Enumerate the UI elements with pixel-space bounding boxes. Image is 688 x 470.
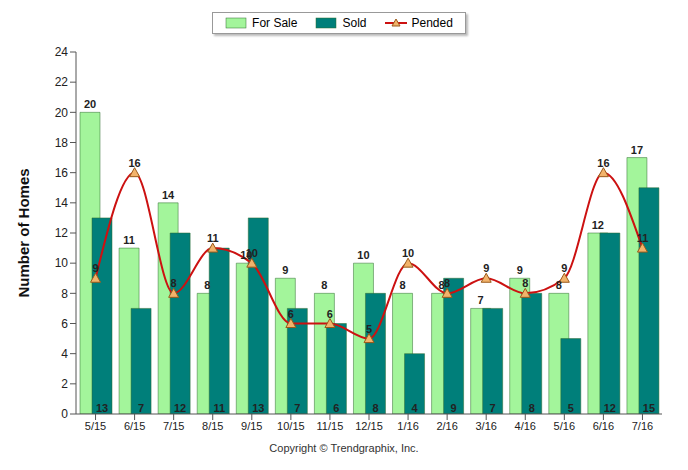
- svg-text:11: 11: [213, 402, 225, 414]
- svg-text:9: 9: [282, 264, 288, 276]
- svg-text:5: 5: [366, 323, 372, 335]
- svg-text:7: 7: [490, 402, 496, 414]
- svg-text:8: 8: [444, 277, 450, 289]
- svg-text:6/15: 6/15: [124, 420, 145, 432]
- svg-text:5/15: 5/15: [85, 420, 106, 432]
- svg-text:2: 2: [61, 377, 68, 391]
- svg-text:0: 0: [61, 407, 68, 421]
- svg-text:16: 16: [128, 157, 140, 169]
- svg-text:4: 4: [411, 402, 418, 414]
- svg-text:15: 15: [643, 402, 655, 414]
- svg-text:9: 9: [517, 264, 523, 276]
- svg-text:7/15: 7/15: [163, 420, 184, 432]
- svg-text:8/15: 8/15: [202, 420, 223, 432]
- svg-text:6: 6: [288, 308, 294, 320]
- svg-text:20: 20: [84, 98, 96, 110]
- svg-text:4: 4: [61, 347, 68, 361]
- svg-text:8: 8: [438, 279, 445, 292]
- svg-text:10: 10: [402, 247, 414, 259]
- svg-text:8: 8: [522, 277, 528, 289]
- svg-text:14: 14: [162, 189, 175, 201]
- svg-text:11: 11: [637, 232, 649, 244]
- svg-text:9: 9: [483, 262, 489, 274]
- svg-text:1/16: 1/16: [397, 420, 418, 432]
- svg-text:12/15: 12/15: [355, 420, 383, 432]
- svg-text:16: 16: [597, 157, 609, 169]
- svg-text:10/15: 10/15: [277, 420, 305, 432]
- svg-text:6: 6: [61, 317, 68, 331]
- svg-text:7/16: 7/16: [632, 420, 653, 432]
- svg-text:7: 7: [478, 294, 484, 306]
- svg-text:12: 12: [604, 402, 616, 414]
- svg-text:11: 11: [207, 232, 219, 244]
- svg-text:22: 22: [55, 75, 69, 89]
- svg-text:8: 8: [399, 279, 405, 291]
- html-text:Pended: Pended: [411, 16, 453, 30]
- svg-text:8: 8: [556, 279, 562, 291]
- svg-text:8: 8: [61, 287, 68, 301]
- svg-text:13: 13: [252, 402, 264, 414]
- svg-text:8: 8: [171, 277, 177, 289]
- svg-text:6: 6: [327, 308, 333, 320]
- svg-text:3/16: 3/16: [475, 420, 496, 432]
- svg-text:8: 8: [372, 402, 378, 414]
- html-text:For Sale: For Sale: [252, 16, 298, 30]
- svg-text:10: 10: [357, 249, 369, 261]
- svg-text:24: 24: [55, 45, 69, 59]
- svg-text:20: 20: [55, 106, 69, 120]
- svg-text:5: 5: [568, 402, 574, 414]
- svg-text:2/16: 2/16: [436, 420, 457, 432]
- svg-text:9/15: 9/15: [241, 420, 262, 432]
- svg-text:12: 12: [55, 226, 69, 240]
- svg-text:10: 10: [55, 256, 69, 270]
- svg-text:10: 10: [246, 247, 258, 259]
- svg-text:Number of Homes: Number of Homes: [15, 168, 32, 297]
- html-text:Copyright © Trendgraphix, Inc.: Copyright © Trendgraphix, Inc.: [269, 442, 419, 454]
- svg-text:13: 13: [96, 402, 108, 414]
- svg-text:8: 8: [321, 279, 327, 291]
- svg-text:9: 9: [451, 402, 457, 414]
- svg-text:4/16: 4/16: [515, 420, 536, 432]
- svg-text:5/16: 5/16: [554, 420, 575, 432]
- svg-text:7: 7: [294, 402, 300, 414]
- svg-text:12: 12: [592, 219, 604, 231]
- svg-text:17: 17: [631, 144, 643, 156]
- svg-text:12: 12: [174, 402, 186, 414]
- svg-text:8: 8: [529, 402, 535, 414]
- svg-text:18: 18: [55, 136, 69, 150]
- svg-text:7: 7: [138, 402, 144, 414]
- html-text:Sold: Sold: [342, 16, 367, 30]
- svg-text:9: 9: [92, 262, 98, 274]
- svg-text:11/15: 11/15: [317, 420, 344, 432]
- svg-text:14: 14: [55, 196, 69, 210]
- svg-text:11: 11: [123, 234, 135, 246]
- svg-text:8: 8: [204, 279, 210, 291]
- svg-text:9: 9: [561, 262, 567, 274]
- svg-text:6: 6: [333, 402, 339, 414]
- svg-text:16: 16: [55, 166, 69, 180]
- svg-text:6/16: 6/16: [593, 420, 614, 432]
